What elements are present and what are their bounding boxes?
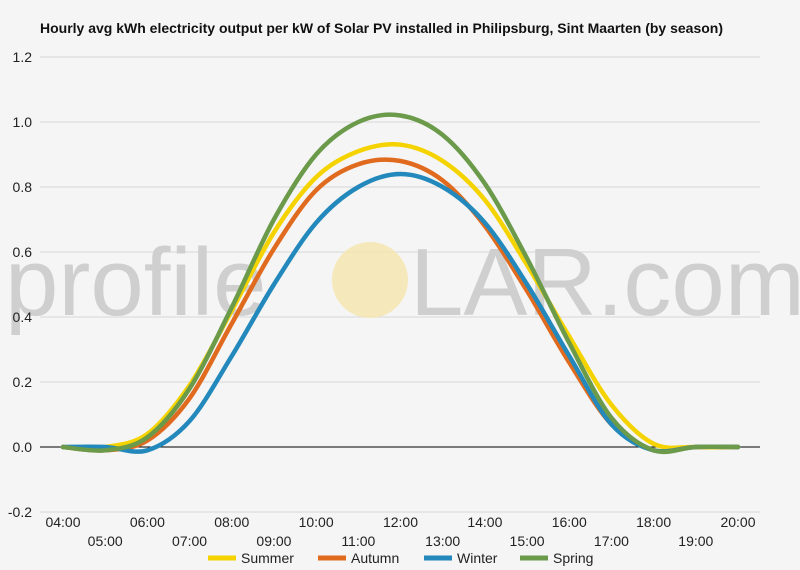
x-tick-label: 14:00 (467, 514, 502, 530)
legend-item-summer: Summer (208, 550, 294, 566)
series-lines (60, 112, 741, 455)
watermark-right-text: LAR.com (410, 229, 800, 336)
legend-item-autumn: Autumn (318, 550, 399, 566)
y-tick-label: 0.0 (13, 439, 33, 455)
y-tick-label: 0.8 (13, 179, 33, 195)
y-tick-label: 0.2 (13, 374, 33, 390)
x-tick-label: 09:00 (256, 533, 291, 549)
x-tick-label: 13:00 (425, 533, 460, 549)
x-tick-label: 10:00 (299, 514, 334, 530)
legend: Summer Autumn Winter Spring (208, 550, 593, 566)
x-tick-label: 15:00 (510, 533, 545, 549)
y-tick-label: 0.6 (13, 244, 33, 260)
x-tick-label: 12:00 (383, 514, 418, 530)
legend-item-spring: Spring (520, 550, 593, 566)
x-tick-label: 16:00 (552, 514, 587, 530)
legend-label: Spring (553, 550, 593, 566)
x-tick-label: 04:00 (45, 514, 80, 530)
y-tick-label: 1.0 (13, 114, 33, 130)
y-tick-label: 1.2 (13, 49, 33, 65)
series-line-spring (60, 112, 741, 455)
y-tick-label: 0.4 (13, 309, 33, 325)
x-tick-label: 06:00 (130, 514, 165, 530)
x-tick-label: 19:00 (678, 533, 713, 549)
legend-label: Winter (457, 550, 498, 566)
watermark-sun-icon (332, 242, 408, 318)
x-axis-ticks: 04:00 05:00 06:00 07:00 08:00 09:00 10:00 11:00… (45, 514, 755, 549)
watermark-left-text: profile (5, 229, 266, 336)
watermark: profile LAR.com (5, 229, 800, 336)
x-tick-label: 17:00 (594, 533, 629, 549)
series-line-winter (60, 171, 741, 454)
chart-title: Hourly avg kWh electricity output per kW… (40, 20, 723, 36)
x-tick-label: 07:00 (172, 533, 207, 549)
x-tick-label: 05:00 (88, 533, 123, 549)
y-tick-label: -0.2 (8, 504, 32, 520)
x-tick-label: 20:00 (720, 514, 755, 530)
x-tick-label: 11:00 (341, 533, 375, 549)
y-axis-ticks: -0.2 0.0 0.2 0.4 0.6 0.8 1.0 1.2 (8, 49, 32, 520)
x-tick-label: 18:00 (636, 514, 671, 530)
legend-item-winter: Winter (424, 550, 498, 566)
x-tick-label: 08:00 (214, 514, 249, 530)
legend-label: Summer (241, 550, 294, 566)
legend-label: Autumn (351, 550, 399, 566)
